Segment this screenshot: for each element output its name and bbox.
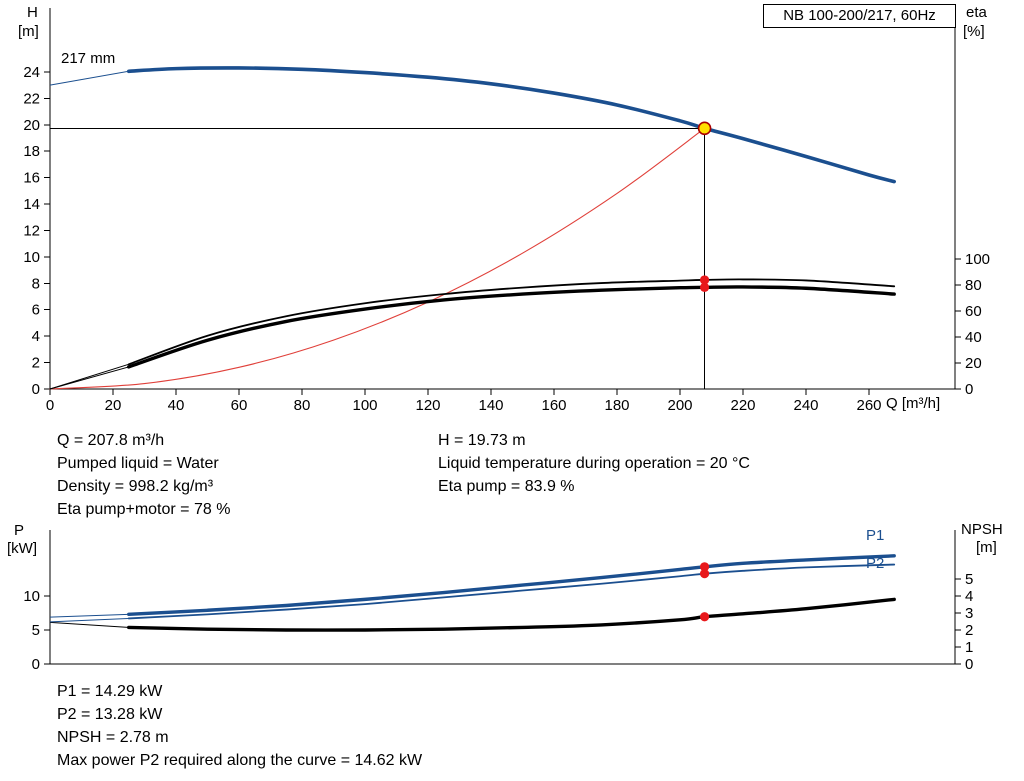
p2-curve-label: P2 xyxy=(866,555,885,572)
svg-text:4: 4 xyxy=(32,328,40,345)
svg-text:4: 4 xyxy=(965,588,973,605)
svg-text:12: 12 xyxy=(23,222,40,239)
impeller-curve-label: 217 mm xyxy=(61,50,116,67)
svg-text:100: 100 xyxy=(352,397,377,414)
svg-text:140: 140 xyxy=(478,397,503,414)
svg-text:10: 10 xyxy=(23,588,40,605)
liquid-temperature-value: Liquid temperature during operation = 20… xyxy=(438,455,750,472)
svg-text:2: 2 xyxy=(32,355,40,372)
svg-text:20: 20 xyxy=(105,397,122,414)
svg-text:2: 2 xyxy=(965,622,973,639)
svg-text:180: 180 xyxy=(604,397,629,414)
svg-text:220: 220 xyxy=(730,397,755,414)
svg-text:80: 80 xyxy=(965,277,982,294)
flow-value: Q = 207.8 m³/h xyxy=(57,432,165,449)
svg-text:18: 18 xyxy=(23,143,40,160)
svg-text:22: 22 xyxy=(23,90,40,107)
svg-text:0: 0 xyxy=(46,397,54,414)
npsh-axis-label: NPSH xyxy=(961,521,1003,538)
pump-model-box: NB 100-200/217, 60Hz xyxy=(763,4,956,28)
svg-text:14: 14 xyxy=(23,196,40,213)
q-axis-label: Q [m³/h] xyxy=(886,395,941,412)
svg-text:0: 0 xyxy=(965,381,973,398)
svg-text:6: 6 xyxy=(32,302,40,319)
svg-text:120: 120 xyxy=(415,397,440,414)
eta-axis-label: eta xyxy=(966,4,987,21)
p2-value: P2 = 13.28 kW xyxy=(57,706,163,723)
svg-text:60: 60 xyxy=(965,303,982,320)
eta-pump-value: Eta pump = 83.9 % xyxy=(438,478,575,495)
eta-axis-unit: [%] xyxy=(963,23,985,40)
svg-text:10: 10 xyxy=(23,249,40,266)
max-power-value: Max power P2 required along the curve = … xyxy=(57,752,423,769)
eta-pump-motor-value: Eta pump+motor = 78 % xyxy=(57,501,231,518)
svg-text:1: 1 xyxy=(965,639,973,656)
svg-text:100: 100 xyxy=(965,251,990,268)
h-axis-unit: [m] xyxy=(18,23,39,40)
p1-curve-label: P1 xyxy=(866,527,885,544)
svg-text:24: 24 xyxy=(23,64,40,81)
svg-text:260: 260 xyxy=(856,397,881,414)
svg-text:240: 240 xyxy=(793,397,818,414)
svg-text:0: 0 xyxy=(32,656,40,673)
pumped-liquid-value: Pumped liquid = Water xyxy=(57,455,219,472)
svg-text:40: 40 xyxy=(168,397,185,414)
npsh-axis-unit: [m] xyxy=(976,539,997,556)
svg-text:80: 80 xyxy=(294,397,311,414)
svg-text:0: 0 xyxy=(32,381,40,398)
svg-text:20: 20 xyxy=(965,355,982,372)
svg-text:160: 160 xyxy=(541,397,566,414)
svg-text:16: 16 xyxy=(23,170,40,187)
power-info: P1 = 14.29 kW P2 = 13.28 kW NPSH = 2.78 … xyxy=(57,680,422,772)
svg-text:0: 0 xyxy=(965,656,973,673)
svg-text:5: 5 xyxy=(32,622,40,639)
p1-value: P1 = 14.29 kW xyxy=(57,683,163,700)
p-axis-unit: [kW] xyxy=(7,540,37,557)
svg-text:20: 20 xyxy=(23,117,40,134)
p-axis-label: P xyxy=(14,522,25,539)
svg-text:5: 5 xyxy=(965,571,973,588)
duty-info-right: H = 19.73 m Liquid temperature during op… xyxy=(438,429,750,498)
svg-text:3: 3 xyxy=(965,605,973,622)
svg-text:8: 8 xyxy=(32,275,40,292)
duty-info-left: Q = 207.8 m³/h Pumped liquid = Water Den… xyxy=(57,429,230,521)
svg-text:60: 60 xyxy=(231,397,248,414)
density-value: Density = 998.2 kg/m³ xyxy=(57,478,214,495)
h-axis-label: H xyxy=(27,4,38,21)
svg-text:200: 200 xyxy=(667,397,692,414)
svg-text:40: 40 xyxy=(965,329,982,346)
head-value: H = 19.73 m xyxy=(438,432,526,449)
npsh-value: NPSH = 2.78 m xyxy=(57,729,169,746)
